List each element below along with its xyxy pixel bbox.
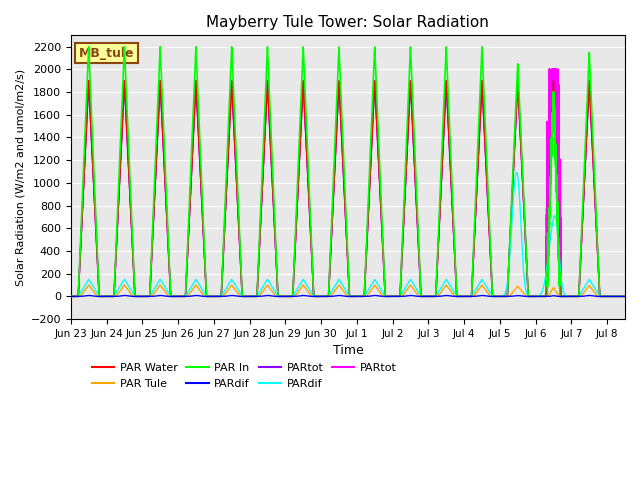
X-axis label: Time: Time — [333, 344, 364, 357]
Legend: PAR Water, PAR Tule, PAR In, PARdif, PARtot, PARdif, PARtot: PAR Water, PAR Tule, PAR In, PARdif, PAR… — [88, 359, 401, 393]
Y-axis label: Solar Radiation (W/m2 and umol/m2/s): Solar Radiation (W/m2 and umol/m2/s) — [15, 69, 25, 286]
Title: Mayberry Tule Tower: Solar Radiation: Mayberry Tule Tower: Solar Radiation — [207, 15, 490, 30]
Text: MB_tule: MB_tule — [79, 47, 134, 60]
